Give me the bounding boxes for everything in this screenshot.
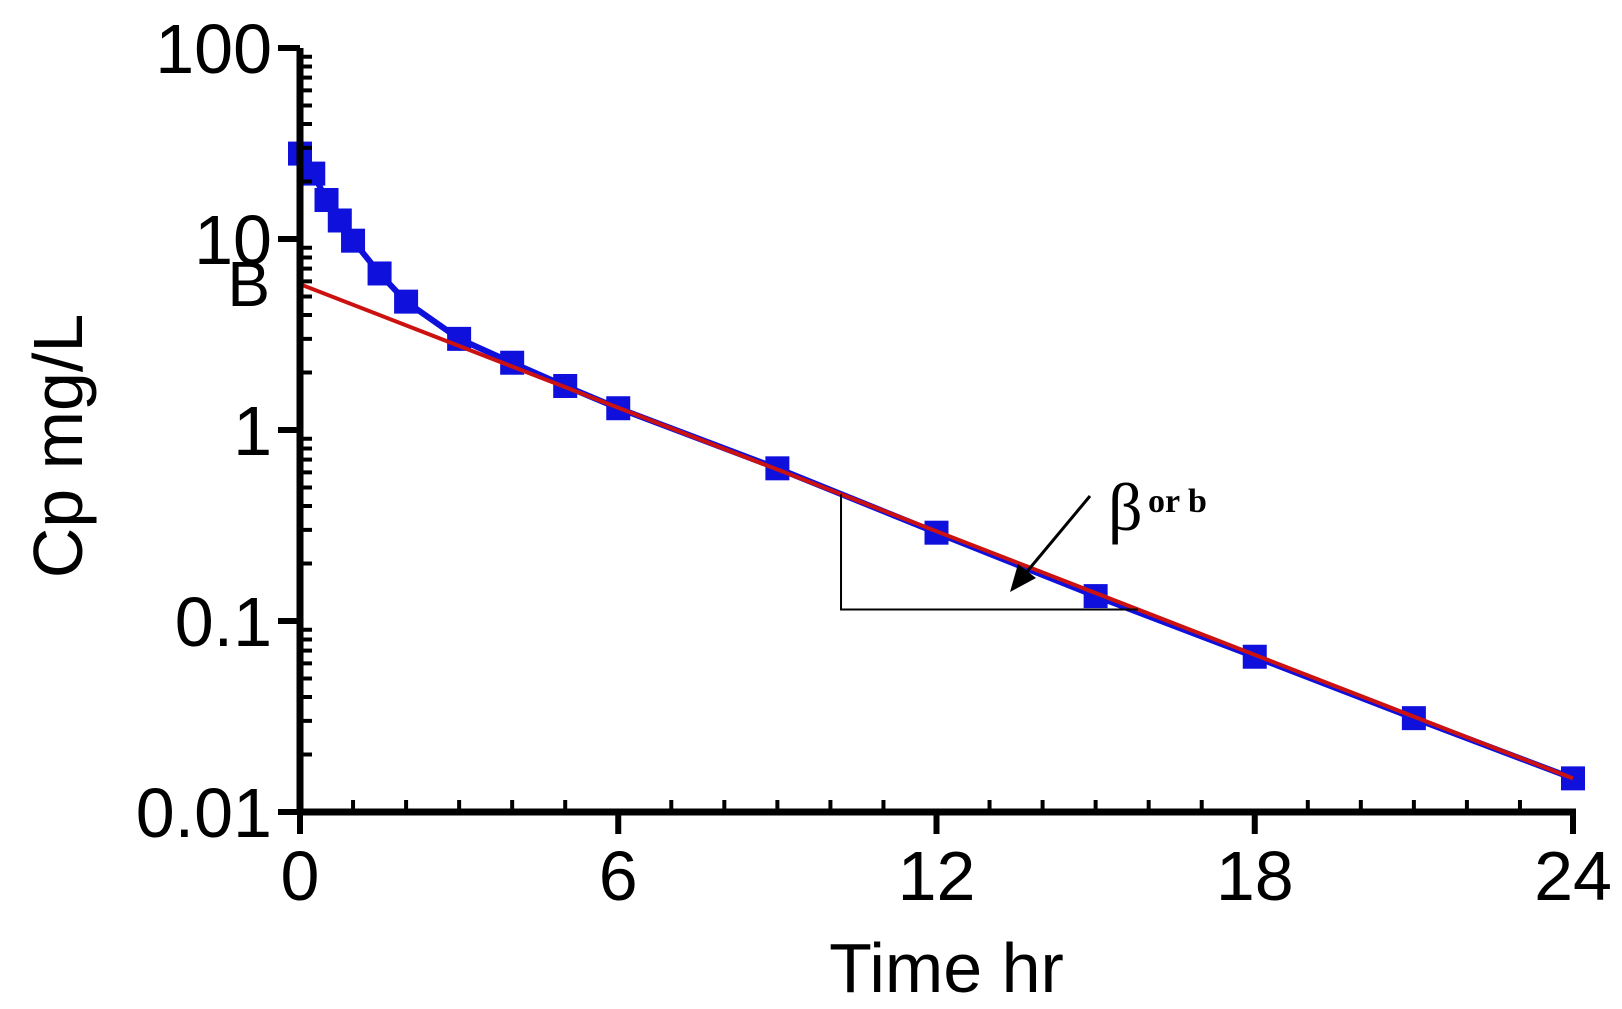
beta-suffix: or b (1148, 483, 1207, 520)
y-tick-label: 0.1 (175, 583, 272, 661)
y-axis: 0.01 0.1 1 10 100 (136, 10, 312, 852)
x-axis: 0 6 12 18 24 (281, 800, 1612, 915)
intercept-label-b: B (227, 248, 270, 320)
fit-series-line (299, 282, 1574, 781)
x-axis-title: Time hr (829, 929, 1064, 1007)
y-axis-title: Cp mg/L (19, 314, 97, 579)
plot-area (288, 141, 1585, 791)
data-point (314, 188, 339, 213)
y-tick-label: 10 (194, 201, 272, 279)
x-tick-label: 24 (1534, 837, 1612, 915)
slope-arrow-shaft (1018, 495, 1092, 581)
annotations: Bβ or b (227, 248, 1207, 611)
slope-label: β or b (1108, 469, 1207, 545)
data-point (341, 228, 366, 253)
y-tick-label: 100 (155, 10, 272, 88)
x-tick-label: 12 (898, 837, 976, 915)
beta-symbol: β (1108, 469, 1143, 545)
observed-series-line (297, 151, 1575, 782)
slope-triangle (840, 494, 1139, 611)
data-point (327, 208, 352, 233)
x-tick-label: 18 (1216, 837, 1294, 915)
data-point (394, 289, 419, 314)
x-tick-label: 6 (599, 837, 638, 915)
y-tick-label: 1 (233, 392, 272, 470)
y-tick-label: 0.01 (136, 774, 272, 852)
slope-arrow-head (1010, 564, 1036, 592)
x-tick-label: 0 (281, 837, 320, 915)
data-point (367, 261, 392, 286)
